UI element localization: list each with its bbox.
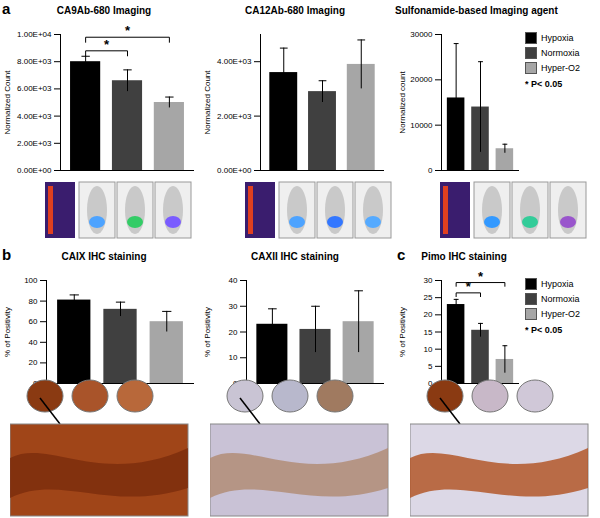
svg-text:20: 20 [229, 328, 238, 337]
html-text:Hypoxia: Hypoxia [541, 33, 574, 43]
svg-text:6.00E+03: 6.00E+03 [17, 84, 52, 93]
html-text:Pimo IHC staining: Pimo IHC staining [421, 251, 507, 262]
svg-text:100: 100 [24, 276, 38, 285]
svg-text:*: * [478, 269, 484, 284]
svg-text:4.00E+03: 4.00E+03 [17, 112, 52, 121]
html-text:Normoxia: Normoxia [541, 48, 580, 58]
svg-text:0: 0 [428, 379, 433, 389]
html-text:CA9Ab-680 Imaging: CA9Ab-680 Imaging [56, 5, 152, 16]
html-text:Hyper-O2: Hyper-O2 [541, 309, 580, 319]
svg-text:% of Positivity: % of Positivity [398, 307, 407, 357]
svg-text:30000: 30000 [410, 30, 433, 39]
html-text:CAXII IHC staining: CAXII IHC staining [251, 251, 339, 262]
html-text:Hyper-O2: Hyper-O2 [541, 63, 580, 73]
html-text:* P< 0.05: * P< 0.05 [525, 325, 563, 335]
svg-text:*: * [125, 23, 131, 38]
svg-text:15: 15 [424, 328, 433, 337]
svg-text:Normalized Count: Normalized Count [203, 70, 212, 135]
svg-text:0.00E+00: 0.00E+00 [217, 166, 252, 175]
svg-text:0: 0 [428, 166, 433, 175]
svg-text:0.00E+00: 0.00E+00 [17, 166, 52, 175]
html-text:a: a [2, 0, 11, 17]
html-text:* P< 0.05: * P< 0.05 [525, 79, 563, 89]
svg-text:40: 40 [29, 338, 38, 347]
svg-text:10: 10 [424, 345, 433, 354]
html-text:Sulfonamide-based Imaging agen: Sulfonamide-based Imaging agent [395, 5, 558, 16]
svg-text:20: 20 [424, 310, 433, 319]
svg-text:*: * [466, 279, 472, 294]
svg-text:30: 30 [229, 302, 238, 311]
svg-text:25: 25 [424, 293, 433, 302]
svg-text:% of Positivity: % of Positivity [3, 307, 12, 357]
svg-text:30: 30 [424, 276, 433, 285]
html-text:Normoxia: Normoxia [541, 294, 580, 304]
svg-text:80: 80 [29, 297, 38, 306]
svg-text:2.00E+03: 2.00E+03 [217, 112, 252, 121]
svg-text:20: 20 [29, 358, 38, 367]
svg-text:5: 5 [428, 362, 433, 371]
svg-text:40: 40 [229, 276, 238, 285]
svg-text:8.00E+03: 8.00E+03 [17, 57, 52, 66]
svg-text:% of Positivity: % of Positivity [203, 307, 212, 357]
html-text:CA12Ab-680 Imaging: CA12Ab-680 Imaging [245, 5, 345, 16]
svg-text:Normalized Count: Normalized Count [3, 70, 12, 135]
svg-text:4.00E+03: 4.00E+03 [217, 57, 252, 66]
html-text:b: b [2, 246, 12, 263]
svg-text:1.00E+04: 1.00E+04 [17, 30, 52, 39]
svg-text:60: 60 [29, 317, 38, 326]
html-text:c: c [397, 246, 406, 263]
html-text:CAIX IHC staining: CAIX IHC staining [61, 251, 147, 262]
svg-text:Normalized count: Normalized count [398, 71, 407, 134]
svg-text:*: * [104, 37, 110, 52]
svg-text:2.00E+03: 2.00E+03 [17, 139, 52, 148]
svg-text:20000: 20000 [410, 75, 433, 84]
html-text:Hypoxia: Hypoxia [541, 279, 574, 289]
svg-text:10000: 10000 [410, 121, 433, 130]
svg-text:10: 10 [229, 353, 238, 362]
